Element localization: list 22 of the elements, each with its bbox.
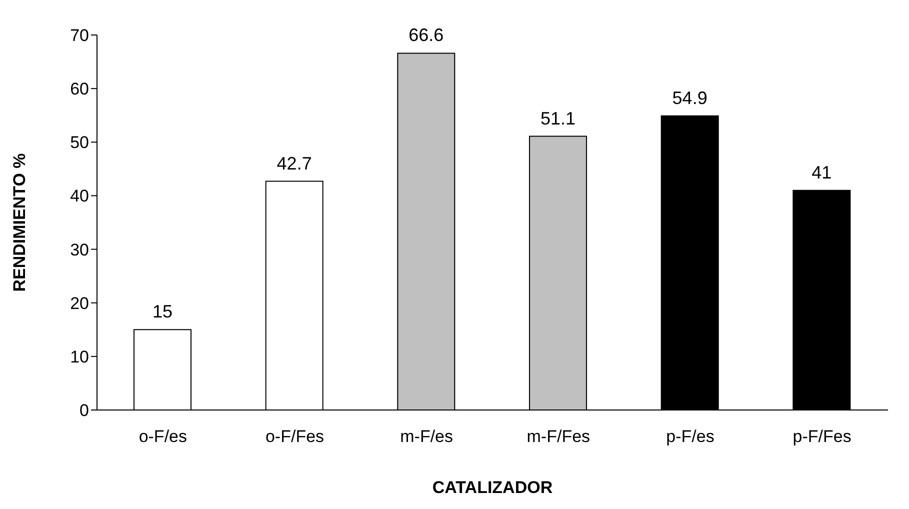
data-label: 51.1: [540, 108, 576, 128]
x-tick-label: p-F/es: [666, 427, 714, 446]
x-tick-label: m-F/Fes: [526, 427, 590, 446]
data-label: 42.7: [276, 153, 312, 174]
y-tick-label: 20: [70, 294, 89, 313]
y-tick-label: 60: [70, 80, 89, 99]
y-tick-label: 30: [70, 240, 89, 260]
y-tick-label: 10: [70, 347, 89, 366]
data-label: 41: [812, 162, 832, 182]
y-tick-label: 0: [80, 401, 89, 420]
data-label: 15: [152, 302, 173, 322]
x-tick-label: o-F/Fes: [265, 427, 324, 446]
data-label: 66.6: [408, 25, 444, 46]
x-tick-label: m-F/es: [400, 427, 454, 446]
y-tick-label: 50: [70, 133, 89, 152]
x-tick-label: p-F/Fes: [792, 427, 852, 446]
x-tick-label: o-F/es: [138, 427, 188, 446]
y-tick-label: 70: [70, 26, 89, 46]
data-label: 54.9: [672, 88, 708, 108]
x-axis-title: CATALIZADOR: [432, 478, 553, 497]
y-tick-label: 40: [70, 186, 89, 206]
y-axis-title: RENDIMIENTO %: [10, 153, 30, 292]
